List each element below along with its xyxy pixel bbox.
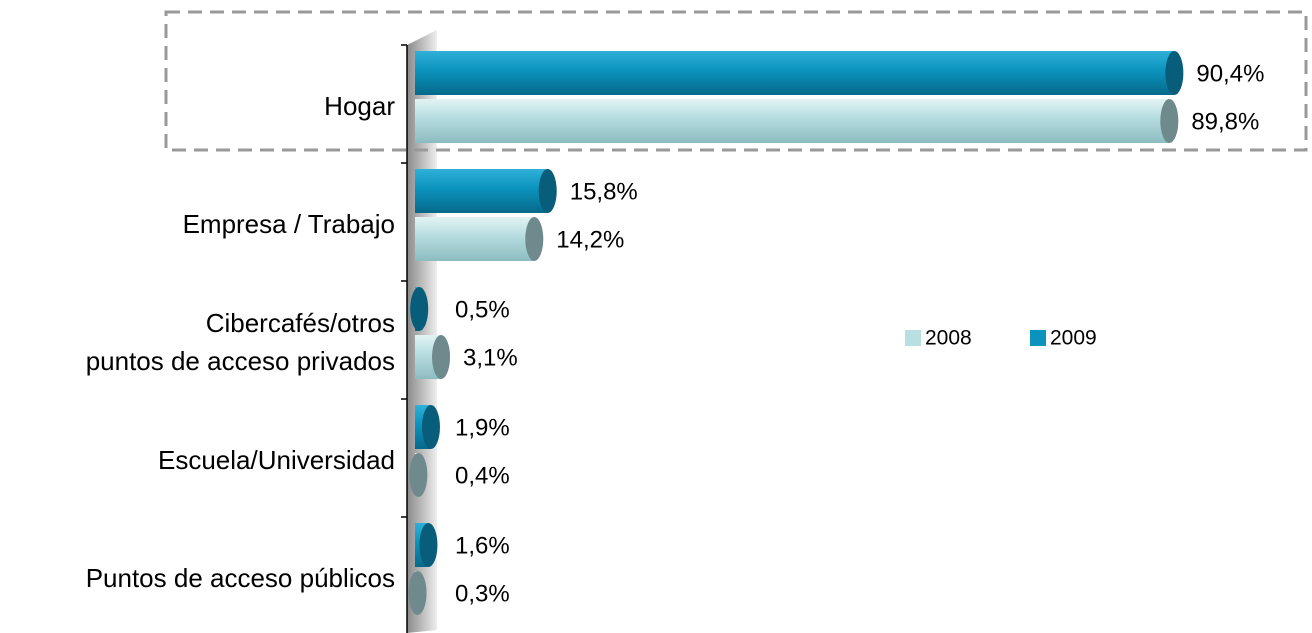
value-label: 89,8% xyxy=(1191,108,1259,135)
bar xyxy=(415,217,544,261)
bar xyxy=(415,523,438,567)
bar-body xyxy=(415,217,535,261)
category-label: Cibercafés/otros puntos de acceso privad… xyxy=(85,308,395,376)
bar-cap xyxy=(538,169,557,213)
legend-swatch xyxy=(905,330,921,346)
category-label: Escuela/Universidad xyxy=(157,445,395,475)
bar-cap xyxy=(410,287,429,331)
legend-label: 2009 xyxy=(1050,327,1097,350)
category-label: Puntos de acceso públicos xyxy=(85,563,395,593)
highlight-box xyxy=(164,10,1308,152)
category-label: Hogar xyxy=(324,91,395,121)
bar xyxy=(408,571,427,615)
bar xyxy=(415,51,1184,95)
bar xyxy=(415,99,1179,143)
bar-body xyxy=(415,99,1170,143)
value-label: 3,1% xyxy=(463,344,518,371)
bar-body xyxy=(415,51,1175,95)
value-label: 15,8% xyxy=(570,178,638,205)
value-label: 0,4% xyxy=(455,462,510,489)
bar-cap xyxy=(409,453,428,497)
legend-swatch xyxy=(1030,330,1046,346)
bar xyxy=(415,335,451,379)
value-label: 90,4% xyxy=(1196,60,1264,87)
bar-cap xyxy=(408,571,427,615)
bar-cap xyxy=(432,335,451,379)
bar xyxy=(415,405,440,449)
bar xyxy=(409,453,428,497)
bar xyxy=(415,169,557,213)
bar-body xyxy=(415,169,548,213)
value-label: 0,3% xyxy=(455,580,510,607)
legend-label: 2008 xyxy=(925,327,972,350)
value-label: 1,9% xyxy=(455,414,510,441)
bar-cap xyxy=(1160,99,1179,143)
bar-cap xyxy=(1165,51,1184,95)
bar-cap xyxy=(421,405,440,449)
value-label: 14,2% xyxy=(556,226,624,253)
value-label: 0,5% xyxy=(455,296,510,323)
bar xyxy=(410,287,429,331)
value-label: 1,6% xyxy=(455,532,510,559)
bar-cap xyxy=(525,217,544,261)
bar-cap xyxy=(419,523,438,567)
category-label: Empresa / Trabajo xyxy=(182,209,395,239)
